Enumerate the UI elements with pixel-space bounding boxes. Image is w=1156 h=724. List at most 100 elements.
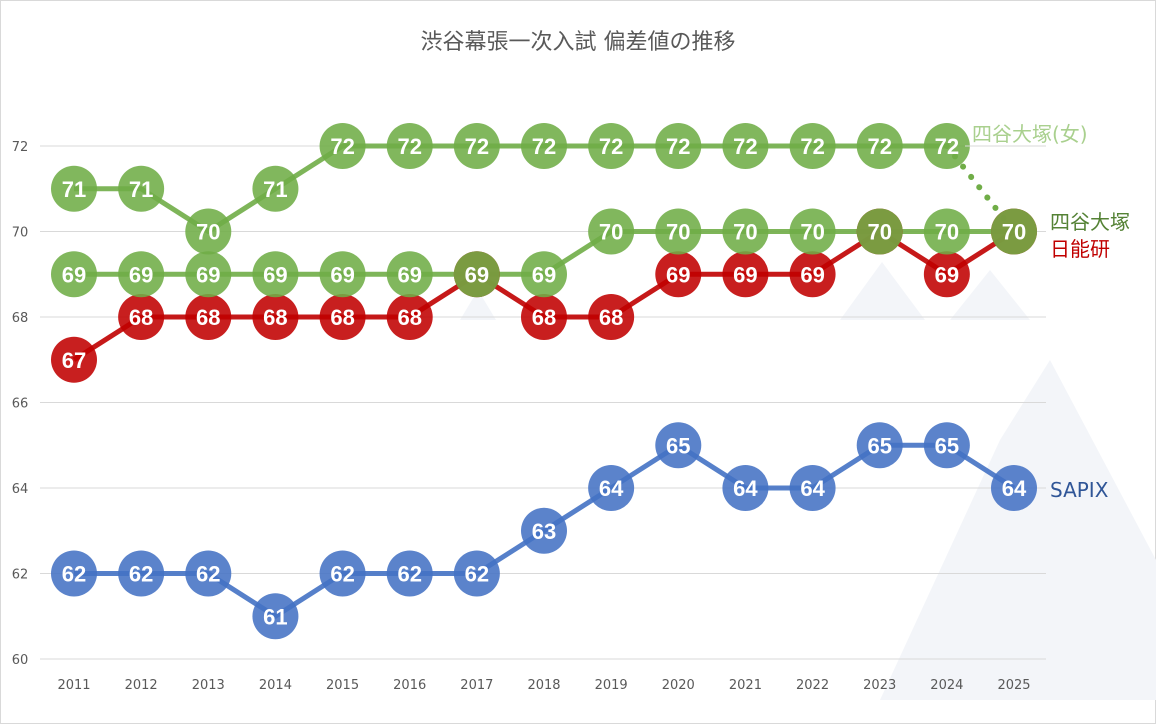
data-marker [789, 251, 836, 298]
data-marker [521, 123, 567, 169]
data-marker [923, 123, 970, 169]
data-label: 71 [129, 177, 153, 202]
background-mountains [460, 262, 1156, 700]
data-point: 65 [923, 422, 970, 469]
data-point: 64 [722, 465, 769, 511]
data-point: 62 [185, 550, 232, 597]
data-point: 64 [588, 465, 635, 511]
data-marker [319, 123, 366, 169]
data-marker [118, 251, 165, 298]
data-point: 61 [252, 593, 299, 640]
data-label: 71 [62, 177, 86, 202]
data-label: 72 [800, 134, 824, 159]
data-point: 72 [588, 123, 635, 169]
data-marker [118, 550, 165, 597]
data-label: 68 [263, 305, 287, 330]
data-point: 68 [386, 294, 433, 340]
data-point: 69 [185, 251, 232, 298]
data-point: 62 [386, 550, 433, 597]
data-point: 62 [319, 550, 366, 597]
data-marker [722, 123, 769, 169]
data-marker [386, 550, 433, 597]
data-point: 64 [789, 465, 836, 511]
data-marker [588, 123, 635, 169]
data-label: 72 [733, 134, 757, 159]
data-point: 71 [51, 165, 97, 212]
data-point: 63 [521, 507, 567, 554]
data-point: 68 [521, 294, 567, 340]
data-point: 71 [118, 165, 165, 212]
data-point: 62 [51, 550, 97, 597]
data-label: 62 [196, 562, 220, 587]
y-tick-label: 66 [12, 397, 29, 412]
data-point: 68 [319, 294, 366, 340]
data-marker [118, 165, 165, 212]
data-label: 70 [599, 220, 623, 245]
data-label: 70 [867, 220, 891, 245]
data-label: 64 [733, 476, 758, 501]
chart-title: 渋谷幕張一次入試 偏差値の推移 [420, 30, 736, 55]
data-marker [252, 294, 299, 340]
data-label: 72 [330, 134, 354, 159]
data-point: 69 [789, 251, 836, 298]
data-point: 72 [856, 123, 903, 169]
data-label: 62 [330, 562, 354, 587]
y-tick-label: 70 [12, 226, 29, 241]
data-point: 64 [991, 465, 1037, 511]
data-marker [789, 123, 836, 169]
data-point: 69 [118, 251, 165, 298]
data-point: 72 [386, 123, 433, 169]
data-marker [51, 165, 97, 212]
data-marker [856, 208, 903, 255]
data-label: 64 [599, 476, 624, 501]
series-label: 四谷大塚(女) [972, 122, 1088, 146]
data-point: 62 [453, 550, 500, 597]
data-label: 70 [196, 220, 220, 245]
data-marker [655, 422, 702, 469]
x-tick-label: 2013 [192, 678, 225, 693]
data-label: 65 [666, 433, 690, 458]
data-point: 70 [722, 208, 769, 255]
data-point: 70 [856, 208, 903, 255]
x-tick-label: 2020 [662, 678, 695, 693]
data-marker [453, 123, 500, 169]
data-label: 70 [666, 220, 690, 245]
data-point: 72 [655, 123, 702, 169]
data-label: 70 [800, 220, 824, 245]
data-marker [521, 251, 567, 298]
y-tick-label: 64 [12, 482, 29, 497]
data-marker [319, 294, 366, 340]
data-label: 68 [532, 305, 556, 330]
data-point: 72 [453, 123, 500, 169]
data-point: 62 [118, 550, 165, 597]
data-marker [185, 294, 232, 340]
data-label: 69 [129, 262, 153, 287]
series-label: 日能研 [1050, 237, 1110, 261]
data-label: 69 [532, 262, 556, 287]
x-tick-label: 2016 [393, 678, 426, 693]
data-marker [185, 251, 232, 298]
data-point: 68 [588, 294, 635, 340]
mountain-shape [950, 270, 1030, 320]
data-marker [856, 123, 903, 169]
x-tick-label: 2025 [997, 678, 1030, 693]
data-marker [655, 251, 702, 298]
data-label: 69 [465, 262, 489, 287]
x-tick-label: 2023 [863, 678, 896, 693]
data-marker [655, 208, 702, 255]
data-marker [319, 550, 366, 597]
data-point: 68 [252, 294, 299, 340]
data-label: 69 [666, 262, 690, 287]
data-label: 62 [397, 562, 421, 587]
data-point: 71 [252, 165, 299, 212]
data-marker [386, 251, 433, 298]
data-label: 71 [263, 177, 287, 202]
data-marker [185, 550, 232, 597]
data-marker [923, 422, 970, 469]
mountain-shape [840, 262, 925, 320]
data-marker [722, 208, 769, 255]
data-point: 69 [923, 251, 970, 298]
y-tick-label: 72 [12, 140, 29, 155]
data-point: 72 [923, 123, 970, 169]
data-point: 67 [51, 336, 97, 383]
